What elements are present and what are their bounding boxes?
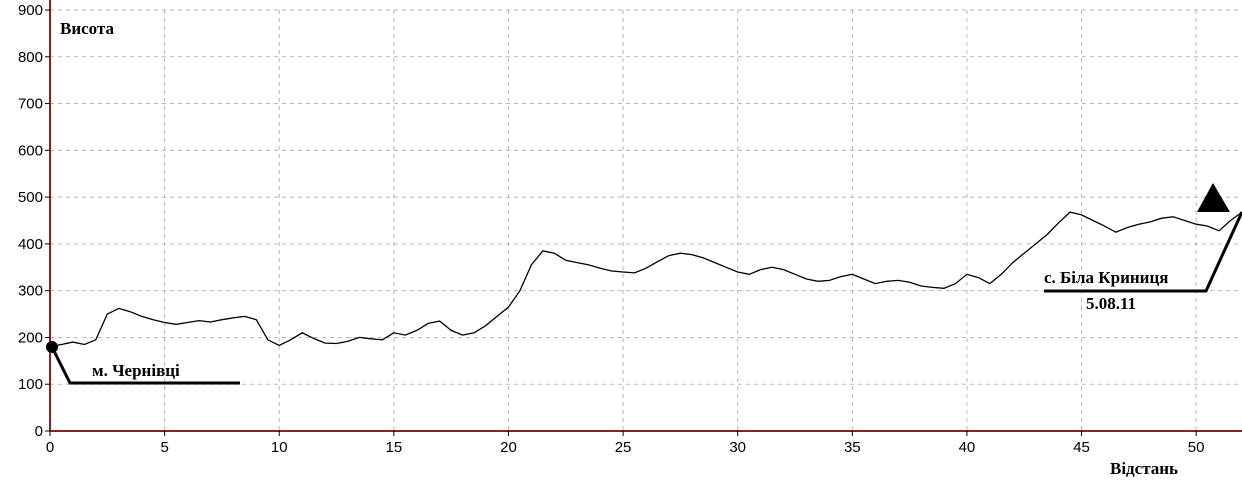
x-tick-label: 5 <box>160 439 168 456</box>
x-tick-label: 35 <box>844 439 861 456</box>
start-label: м. Чернівці <box>92 361 180 380</box>
x-tick-label: 40 <box>959 439 976 456</box>
y-tick-label: 200 <box>18 329 43 346</box>
x-tick-label: 30 <box>729 439 746 456</box>
y-tick-label: 100 <box>18 376 43 393</box>
x-tick-label: 15 <box>386 439 403 456</box>
elevation-line <box>49 211 1242 348</box>
x-axis-title: Відстань <box>1110 459 1178 478</box>
y-tick-label: 300 <box>18 283 43 300</box>
end-label: с. Біла Криниця <box>1044 268 1168 287</box>
grid <box>50 9 1242 431</box>
x-tick-label: 0 <box>46 439 54 456</box>
summit-triangle-icon <box>1197 183 1230 212</box>
y-tick-label: 0 <box>35 423 43 440</box>
x-tick-label: 10 <box>271 439 288 456</box>
y-tick-label: 800 <box>18 49 43 66</box>
x-tick-label: 25 <box>615 439 632 456</box>
tick-labels: 0 100 200 300 400 500 600 700 800 900 0 5 10 15 20 25 30… <box>18 2 1205 456</box>
y-tick-label: 500 <box>18 189 43 206</box>
y-tick-label: 600 <box>18 142 43 159</box>
y-tick-label: 900 <box>18 2 43 19</box>
y-axis-title: Висота <box>60 19 115 38</box>
x-tick-label: 50 <box>1188 439 1205 456</box>
start-leader-line <box>50 346 240 385</box>
annotations: м. Чернівці с. Біла Криниця 5.08.11 <box>46 183 1242 385</box>
end-leader-line <box>1044 211 1242 293</box>
end-date-label: 5.08.11 <box>1086 294 1136 313</box>
y-tick-label: 400 <box>18 236 43 253</box>
series <box>49 211 1242 348</box>
y-tick-label: 700 <box>18 96 43 113</box>
axes <box>49 0 1242 432</box>
x-tick-label: 20 <box>500 439 517 456</box>
x-tick-label: 45 <box>1073 439 1090 456</box>
